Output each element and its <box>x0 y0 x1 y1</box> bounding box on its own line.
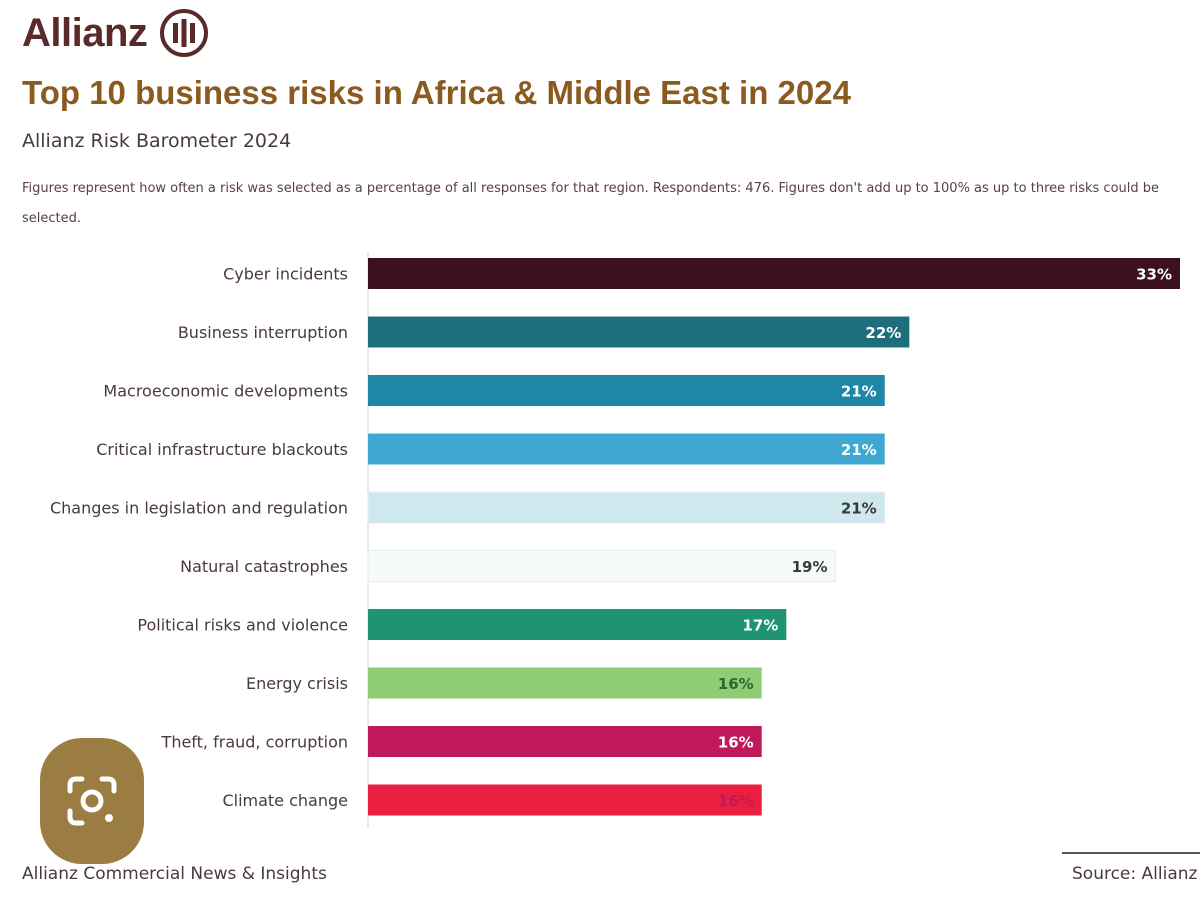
camera-lens-icon <box>67 776 117 826</box>
footer-credit: Allianz Commercial News & Insights <box>22 864 327 884</box>
category-label: Business interruption <box>178 323 348 342</box>
value-label: 22% <box>865 324 901 342</box>
category-label: Macroeconomic developments <box>103 382 348 401</box>
allianz-logo: Allianz <box>22 8 209 58</box>
category-label: Natural catastrophes <box>180 557 348 576</box>
logo-text: Allianz <box>22 10 148 55</box>
category-label: Cyber incidents <box>223 265 348 284</box>
footer-divider <box>1062 852 1200 854</box>
category-label: Changes in legislation and regulation <box>50 499 348 518</box>
allianz-eagle-logo <box>160 9 209 57</box>
bar <box>368 667 762 699</box>
lens-button[interactable] <box>40 738 144 864</box>
bar-chart: Cyber incidents 33% Business interruption 2… <box>50 252 1180 828</box>
value-label: 21% <box>841 441 877 459</box>
value-label: 17% <box>742 617 778 635</box>
chart-subtitle: Allianz Risk Barometer 2024 <box>22 130 292 152</box>
value-label: 16% <box>718 792 754 810</box>
value-label: 16% <box>718 734 754 752</box>
value-label: 21% <box>841 500 877 518</box>
category-label: Energy crisis <box>246 674 348 693</box>
footer-source: Source: Allianz <box>1072 864 1198 884</box>
bar <box>367 491 886 524</box>
category-label: Climate change <box>222 791 348 810</box>
category-label: Critical infrastructure blackouts <box>96 440 348 459</box>
bar <box>368 784 762 816</box>
value-label: 19% <box>792 558 828 576</box>
value-label: 33% <box>1136 266 1172 284</box>
bar <box>368 726 762 757</box>
chart-title: Top 10 business risks in Africa & Middle… <box>22 74 851 111</box>
bar <box>368 433 885 465</box>
bar <box>368 609 787 640</box>
bar <box>368 316 910 348</box>
value-label: 16% <box>718 675 754 693</box>
category-label: Theft, fraud, corruption <box>161 733 348 752</box>
bar <box>368 258 1180 289</box>
value-label: 21% <box>841 383 877 401</box>
category-label: Political risks and violence <box>137 616 348 635</box>
bar <box>367 550 837 582</box>
bar <box>368 375 885 406</box>
chart-note: Figures represent how often a risk was s… <box>22 181 1160 226</box>
